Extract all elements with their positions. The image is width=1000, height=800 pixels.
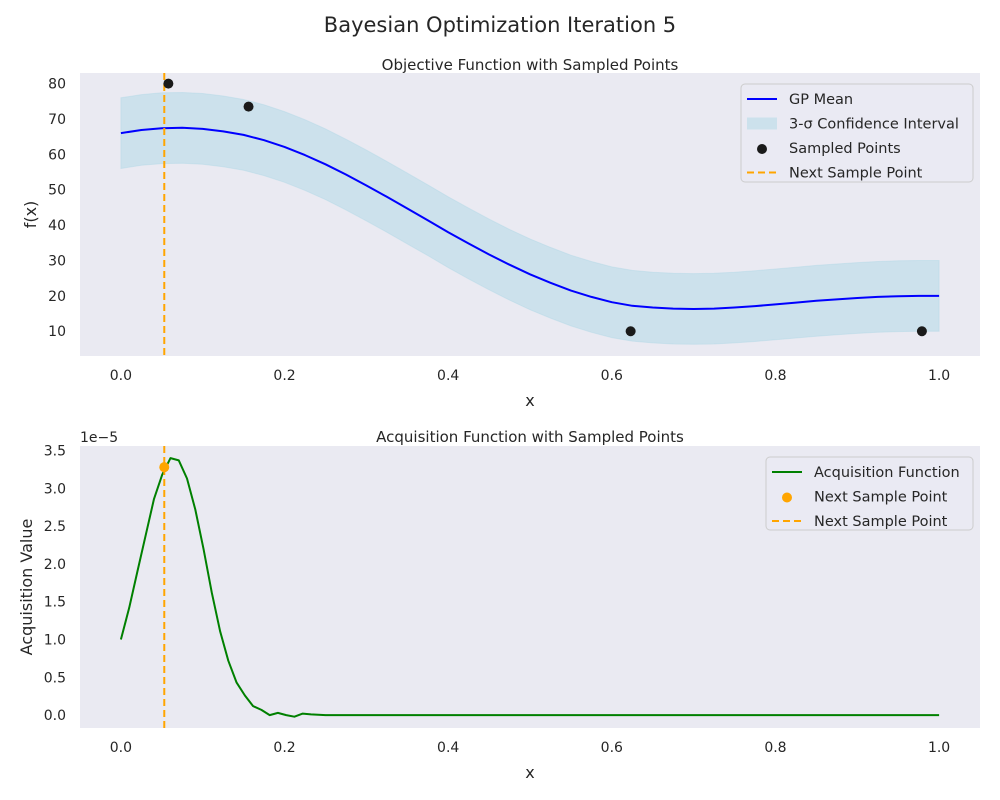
legend-label: Sampled Points [789, 141, 901, 157]
scatter-point [159, 462, 170, 473]
x-tick-label: 0.6 [601, 740, 623, 756]
confidence-band [120, 91, 940, 345]
acquisition-title: Acquisition Function with Sampled Points [376, 428, 684, 446]
x-tick-label: 0.2 [273, 740, 295, 756]
objective-ylabel: f(x) [21, 201, 40, 229]
y-tick-label: 0.5 [44, 670, 66, 686]
legend-point-swatch [782, 492, 792, 503]
y-tick-label: 20 [48, 289, 66, 305]
acquisition-marks [119, 446, 940, 728]
y-tick-label: 40 [48, 218, 66, 234]
scatter-point [916, 326, 927, 337]
objective-legend: GP Mean 3-σ Confidence Interval Sampled Po… [740, 83, 974, 183]
legend-band-swatch [747, 117, 777, 130]
objective-ticks: 0.0 0.2 0.4 0.6 0.8 1.0 10 20 30 40 50 60 70 80 [48, 77, 950, 384]
y-tick-label: 2.0 [44, 557, 66, 573]
y-tick-label: 1.0 [44, 633, 66, 649]
x-tick-label: 0.0 [110, 368, 132, 384]
y-tick-label: 50 [48, 183, 66, 199]
y-tick-label: 2.5 [44, 519, 66, 535]
y-tick-label: 10 [48, 324, 66, 340]
legend-label: 3-σ Confidence Interval [789, 117, 959, 133]
x-tick-label: 0.4 [437, 368, 459, 384]
scatter-point [163, 78, 174, 89]
x-tick-label: 0.6 [601, 368, 623, 384]
y-tick-label: 80 [48, 77, 66, 93]
y-tick-label: 3.5 [44, 444, 66, 460]
acquisition-ylabel: Acquisition Value [17, 519, 36, 656]
x-tick-label: 0.0 [110, 740, 132, 756]
y-tick-label: 60 [48, 147, 66, 163]
legend-label: Next Sample Point [814, 490, 948, 506]
objective-marks [120, 73, 940, 356]
legend-label: Next Sample Point [789, 166, 923, 182]
legend-point-swatch [757, 144, 767, 154]
x-tick-label: 1.0 [928, 740, 950, 756]
y-tick-label: 0.0 [44, 708, 66, 724]
acquisition-ticks: 0.0 0.2 0.4 0.6 0.8 1.0 0.0 0.5 1.0 1.5 2.0 2.5 3.0 3… [44, 444, 950, 756]
series-line [120, 126, 940, 310]
x-tick-label: 1.0 [928, 368, 950, 384]
legend-label: GP Mean [789, 92, 853, 108]
y-tick-label: 1.5 [44, 595, 66, 611]
x-tick-label: 0.4 [437, 740, 459, 756]
scatter-point [625, 326, 636, 337]
x-tick-label: 0.2 [273, 368, 295, 384]
acquisition-legend: Acquisition Function Next Sample Point Nex… [765, 456, 974, 531]
acquisition-xlabel: x [525, 763, 534, 782]
legend-box [740, 83, 974, 183]
x-tick-label: 0.8 [764, 740, 786, 756]
acquisition-scale-label: 1e−5 [80, 430, 118, 446]
scatter-point [243, 101, 254, 112]
objective-panel: Objective Function with Sampled Points x… [21, 56, 980, 410]
legend-label: Next Sample Point [814, 514, 948, 530]
objective-title: Objective Function with Sampled Points [382, 56, 679, 74]
legend-label: Acquisition Function [814, 465, 960, 481]
legend-box [765, 456, 974, 531]
acquisition-panel: Acquisition Function with Sampled Points… [17, 428, 980, 782]
y-tick-label: 30 [48, 253, 66, 269]
objective-xlabel: x [525, 391, 534, 410]
x-tick-label: 0.8 [764, 368, 786, 384]
y-tick-label: 70 [48, 112, 66, 128]
y-tick-label: 3.0 [44, 481, 66, 497]
figure-suptitle: Bayesian Optimization Iteration 5 [324, 13, 676, 37]
